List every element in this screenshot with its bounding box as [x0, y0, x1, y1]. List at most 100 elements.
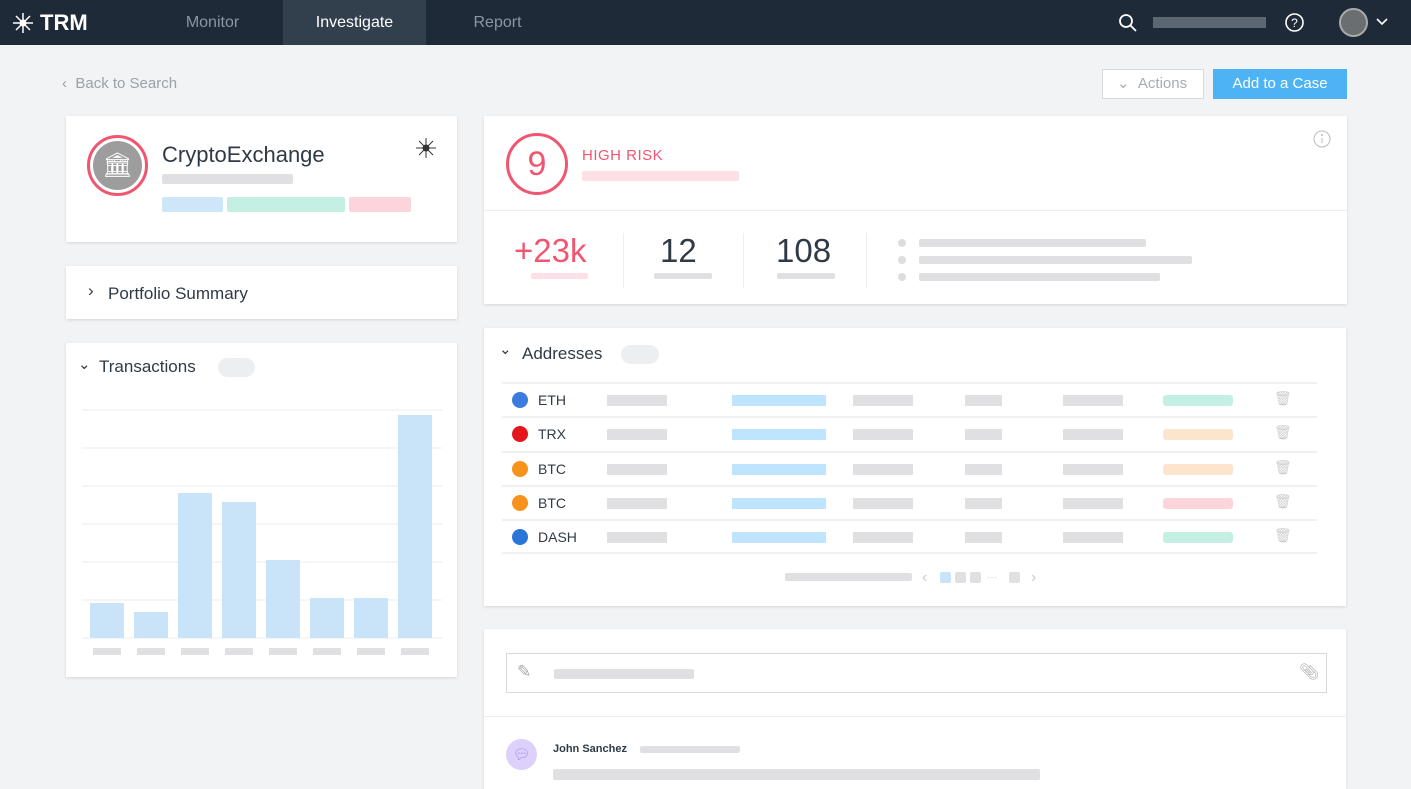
address-row[interactable]: DASH 🗑︎ — [502, 519, 1317, 553]
tag — [162, 197, 223, 212]
stat-value: +23k — [514, 232, 587, 269]
back-to-search-link[interactable]: ‹ Back to Search — [62, 75, 178, 92]
graph-icon[interactable] — [414, 136, 438, 160]
coin-icon — [512, 494, 528, 511]
risk-tag — [1163, 429, 1233, 441]
coin-symbol: DASH — [538, 529, 577, 546]
x-tick-label — [357, 648, 385, 655]
chart-bar[interactable] — [266, 560, 300, 638]
search-icon[interactable] — [1118, 13, 1138, 33]
search-input[interactable] — [1153, 17, 1266, 28]
coin-symbol: BTC — [538, 494, 566, 511]
address-row[interactable]: BTC 🗑︎ — [502, 450, 1317, 485]
address-row[interactable]: TRX 🗑︎ — [502, 416, 1317, 450]
stat-value: 12 — [660, 232, 697, 269]
risk-score: 9 — [506, 133, 568, 195]
trash-icon[interactable]: 🗑︎ — [1274, 527, 1292, 544]
entity-card: 🏛 CryptoExchange — [66, 116, 457, 242]
tag — [349, 197, 411, 212]
entity-name: CryptoExchange — [162, 142, 325, 167]
risk-tag — [1163, 395, 1233, 406]
chart-bar[interactable] — [354, 598, 388, 638]
x-tick-label — [93, 648, 121, 655]
transactions-title: Transactions — [99, 357, 196, 376]
transactions-chart — [82, 409, 442, 655]
chart-bar[interactable] — [310, 598, 344, 638]
page-button[interactable] — [1009, 572, 1020, 583]
page-button[interactable] — [940, 572, 951, 583]
chart-bar[interactable] — [178, 493, 212, 638]
chart-bar[interactable] — [90, 603, 124, 638]
risk-tag — [1163, 463, 1233, 475]
add-to-case-button[interactable]: Add to a Case — [1213, 69, 1347, 99]
chart-bar[interactable] — [398, 415, 432, 638]
actions-label: Actions — [1137, 75, 1188, 92]
portfolio-summary-panel[interactable]: › Portfolio Summary — [66, 266, 457, 319]
tab-monitor[interactable]: Monitor — [185, 14, 240, 31]
risk-card: 9 HIGH RISK +23k 12 108 — [484, 116, 1347, 304]
tab-report[interactable]: Report — [473, 14, 522, 31]
pagination-info — [785, 573, 912, 581]
address-row[interactable]: ETH 🗑︎ — [502, 382, 1317, 416]
coin-icon — [512, 426, 528, 443]
next-page-icon[interactable]: › — [1031, 569, 1037, 586]
portfolio-summary-title: Portfolio Summary — [108, 284, 248, 303]
trash-icon[interactable]: 🗑︎ — [1274, 390, 1292, 406]
trash-icon[interactable]: 🗑︎ — [1274, 492, 1292, 509]
coin-symbol: ETH — [538, 392, 566, 408]
coin-icon — [512, 460, 528, 477]
prev-page-icon[interactable]: ‹ — [922, 569, 928, 586]
coin-icon — [512, 392, 528, 408]
avatar[interactable] — [1339, 8, 1368, 37]
stat-value: 108 — [776, 232, 832, 269]
comment-input[interactable]: ✎ 📎︎ — [506, 653, 1327, 693]
x-tick-label — [313, 648, 341, 655]
comment-author: John Sanchez — [553, 743, 627, 755]
svg-text:?: ? — [1291, 16, 1298, 30]
actions-button[interactable]: ⌄ Actions — [1102, 69, 1204, 99]
brand-name: TRM — [40, 10, 88, 35]
addresses-title: Addresses — [522, 344, 603, 363]
chevron-down-icon: ⌄ — [1117, 75, 1130, 92]
trash-icon[interactable]: 🗑︎ — [1274, 424, 1292, 441]
entity-avatar: 🏛 — [87, 135, 148, 196]
coin-icon — [512, 529, 528, 546]
chevron-down-icon[interactable] — [1375, 17, 1389, 27]
chart-bar[interactable] — [222, 502, 256, 638]
risk-label: HIGH RISK — [582, 147, 664, 164]
addresses-panel: ⌄ Addresses ETH 🗑︎ TRX 🗑︎ BTC 🗑︎ BTC 🗑︎ … — [484, 328, 1346, 606]
count-badge — [621, 345, 659, 364]
address-row[interactable]: BTC 🗑︎ — [502, 484, 1317, 519]
chevron-right-icon: › — [88, 281, 94, 300]
coin-symbol: BTC — [538, 460, 566, 477]
x-tick-label — [225, 648, 253, 655]
help-icon[interactable]: ? — [1284, 12, 1305, 33]
coin-symbol: TRX — [538, 426, 566, 443]
back-label: Back to Search — [75, 75, 178, 92]
x-tick-label — [181, 648, 209, 655]
trash-icon[interactable]: 🗑︎ — [1274, 458, 1292, 475]
x-tick-label — [137, 648, 165, 655]
page-button[interactable] — [955, 572, 966, 583]
chart-bar[interactable] — [134, 612, 168, 638]
transactions-panel: ⌄ Transactions — [66, 343, 457, 677]
comments-panel: ✎ 📎︎ 💬︎ John Sanchez — [484, 629, 1346, 789]
chevron-down-icon[interactable]: ⌄ — [499, 341, 512, 358]
comment-avatar: 💬︎ — [506, 739, 537, 770]
pencil-icon: ✎ — [517, 662, 532, 681]
count-badge — [218, 358, 255, 377]
x-tick-label — [401, 648, 429, 655]
top-nav: TRM Monitor Investigate Report ? — [0, 0, 1411, 45]
x-tick-label — [269, 648, 297, 655]
brand-logo[interactable]: TRM — [12, 10, 88, 36]
attachment-icon[interactable]: 📎︎ — [1299, 664, 1320, 681]
risk-tag — [1163, 497, 1233, 509]
trm-logo-icon — [13, 13, 33, 33]
page-button[interactable] — [970, 572, 981, 583]
tag — [227, 197, 345, 212]
chevron-down-icon[interactable]: ⌄ — [78, 356, 91, 373]
risk-tag — [1163, 532, 1233, 544]
tab-investigate[interactable]: Investigate — [283, 0, 426, 45]
info-icon[interactable] — [1313, 130, 1331, 148]
bank-icon: 🏛 — [93, 141, 142, 190]
